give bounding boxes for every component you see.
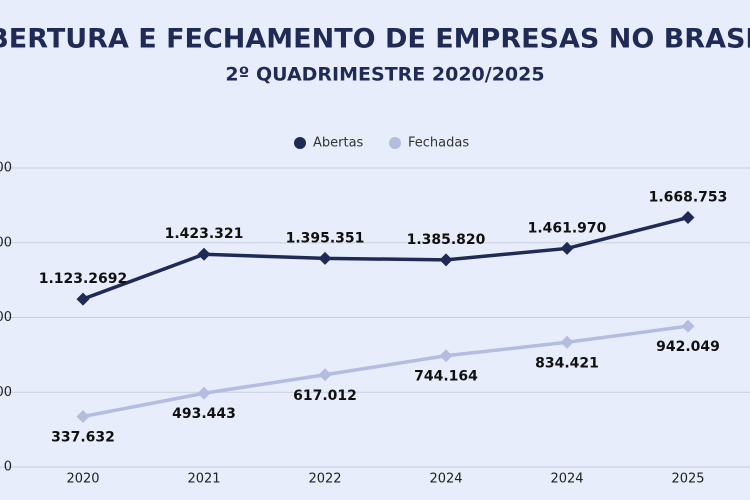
series-line	[82, 324, 689, 419]
y-tick-label: 0	[4, 460, 12, 475]
data-label: 493.443	[172, 406, 236, 422]
data-point	[681, 211, 695, 225]
x-tick-label: 2024	[550, 472, 583, 487]
legend-label: Abertas	[313, 136, 364, 151]
data-point	[76, 410, 90, 424]
data-label: 1.395.351	[286, 230, 365, 246]
legend-label: Fechadas	[408, 136, 469, 151]
chart-subtitle: 2º QUADRIMESTRE 2020/2025	[225, 64, 544, 86]
data-label: 1.461.970	[528, 220, 607, 236]
data-point	[439, 253, 453, 267]
data-point	[76, 292, 90, 306]
data-label: 1.668.753	[649, 190, 728, 206]
y-tick-label: 2.000.000	[0, 161, 12, 176]
x-tick-label: 2024	[429, 472, 462, 487]
data-point	[560, 241, 574, 255]
chart-title: ABERTURA E FECHAMENTO DE EMPRESAS NO BRA…	[0, 24, 750, 55]
data-point	[318, 251, 332, 265]
data-point	[197, 247, 211, 261]
data-point	[560, 335, 574, 349]
data-point	[318, 368, 332, 382]
data-label: 1.123.2692	[39, 271, 128, 287]
x-tick-label: 2025	[671, 472, 704, 487]
legend-marker	[294, 137, 306, 149]
series-line	[82, 215, 689, 301]
x-tick-label: 2022	[308, 472, 341, 487]
y-tick-label: 1.000.000	[0, 310, 12, 325]
data-label: 744.164	[414, 369, 478, 385]
x-tick-label: 2020	[66, 472, 99, 487]
y-tick-label: 1.500.000	[0, 235, 12, 250]
data-point	[439, 349, 453, 363]
data-label: 942.049	[656, 339, 720, 355]
data-label: 617.012	[293, 388, 357, 404]
legend-marker	[389, 137, 401, 149]
y-tick-label: 500.000	[0, 385, 12, 400]
data-label: 1.385.820	[407, 232, 486, 248]
data-label: 1.423.321	[165, 226, 244, 242]
data-label: 337.632	[51, 430, 115, 446]
data-label: 834.421	[535, 355, 599, 371]
data-point	[197, 386, 211, 400]
data-point	[681, 319, 695, 333]
x-tick-label: 2021	[187, 472, 220, 487]
